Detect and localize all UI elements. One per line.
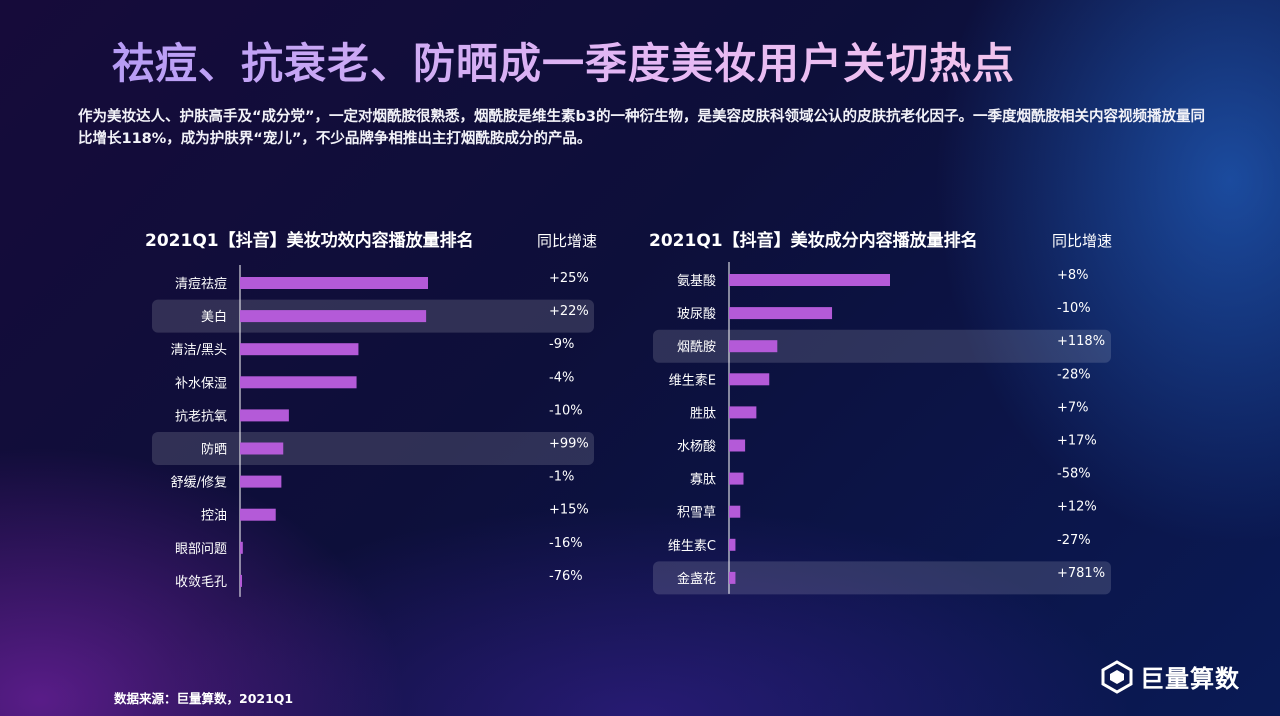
yoy-label: -16% [549, 536, 583, 551]
category-label: 胜肽 [690, 406, 716, 421]
bar [729, 340, 778, 353]
bar [240, 343, 359, 356]
highlight-band [152, 432, 594, 465]
logo-icon [1101, 659, 1133, 694]
category-label: 补水保湿 [175, 376, 227, 391]
yoy-label: -10% [1057, 301, 1091, 316]
category-label: 氨基酸 [677, 274, 716, 289]
yoy-label: -9% [549, 337, 574, 352]
category-label: 美白 [201, 309, 227, 325]
yoy-label: +17% [1057, 434, 1097, 449]
chart-title-ingredient: 2021Q1【抖音】美妆成分内容播放量排名 [649, 231, 978, 251]
logo-text: 巨量算数 [1140, 665, 1240, 693]
yoy-label: +15% [549, 503, 589, 518]
yoy-label: -1% [549, 470, 574, 485]
category-label: 金盏花 [677, 571, 716, 587]
yoy-header-efficacy: 同比增速 [537, 232, 598, 250]
category-label: 舒缓/修复 [171, 476, 227, 491]
yoy-label: +12% [1057, 500, 1097, 515]
category-label: 积雪草 [677, 506, 716, 521]
category-label: 玻尿酸 [677, 307, 716, 322]
bar [729, 439, 746, 452]
category-label: 维生素C [668, 539, 716, 554]
yoy-label: +7% [1057, 400, 1089, 415]
yoy-label: -27% [1057, 533, 1091, 548]
description-text: 作为美妆达人、护肤高手及“成分党”，一定对烟酰胺很熟悉，烟酰胺是维生素b3的一种… [78, 109, 1206, 147]
bar [729, 505, 741, 518]
yoy-label: +781% [1057, 566, 1105, 581]
page-title: 祛痘、抗衰老、防晒成一季度美妆用户关切热点 [112, 30, 1015, 91]
yoy-label: -28% [1057, 367, 1091, 382]
category-label: 烟酰胺 [677, 340, 716, 355]
bar [240, 442, 284, 455]
category-label: 收敛毛孔 [175, 574, 227, 590]
yoy-header-ingredient: 同比增速 [1052, 232, 1113, 250]
yoy-label: +99% [549, 437, 589, 452]
yoy-label: +22% [549, 304, 589, 319]
bar [240, 376, 357, 389]
bar [729, 373, 770, 386]
highlight-band [653, 329, 1111, 363]
bar [729, 538, 736, 551]
bar [729, 472, 744, 485]
bar [729, 307, 833, 320]
yoy-label: +8% [1057, 268, 1089, 283]
category-label: 清痘祛痘 [175, 276, 227, 292]
category-label: 水杨酸 [677, 440, 716, 455]
category-label: 寡肽 [690, 472, 716, 488]
bar [240, 277, 428, 289]
yoy-label: -76% [549, 569, 583, 584]
bar [240, 310, 427, 323]
bar [240, 409, 289, 422]
bar [729, 274, 890, 286]
bar [240, 574, 242, 587]
category-label: 防晒 [201, 442, 227, 458]
yoy-label: -58% [1057, 467, 1091, 482]
category-label: 眼部问题 [175, 542, 227, 557]
category-label: 清洁/黑头 [171, 343, 227, 358]
source-footer: 数据来源：巨量算数，2021Q1 [114, 691, 294, 706]
highlight-band [653, 561, 1111, 595]
bar [729, 571, 736, 584]
yoy-label: -10% [549, 403, 583, 418]
bar [729, 406, 757, 419]
bar [240, 541, 243, 554]
yoy-label: -4% [549, 370, 574, 385]
bar [240, 508, 276, 521]
brand-logo: 巨量算数 [1100, 659, 1240, 694]
yoy-label: +25% [549, 271, 589, 286]
bar [240, 475, 282, 488]
category-label: 控油 [201, 509, 227, 524]
chart-title-efficacy: 2021Q1【抖音】美妆功效内容播放量排名 [145, 231, 474, 251]
category-label: 维生素E [669, 373, 716, 388]
yoy-label: +118% [1057, 334, 1105, 349]
category-label: 抗老抗氧 [175, 409, 227, 424]
